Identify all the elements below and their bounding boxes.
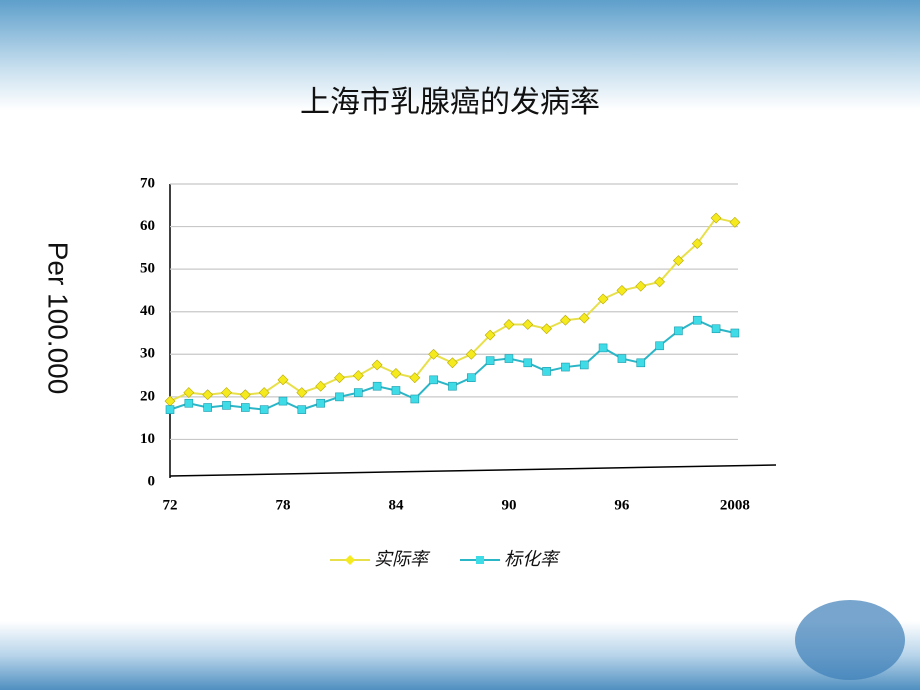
- marker: [691, 238, 703, 250]
- marker: [730, 328, 740, 338]
- y-tick-label: 70: [140, 175, 155, 191]
- marker: [202, 389, 214, 401]
- globe-decoration: [795, 600, 905, 680]
- marker: [429, 375, 438, 385]
- y-tick-label: 10: [140, 431, 155, 447]
- marker: [277, 374, 289, 386]
- marker: [465, 348, 477, 360]
- marker: [183, 387, 195, 399]
- marker: [390, 368, 402, 379]
- marker: [391, 386, 401, 395]
- marker: [485, 356, 495, 365]
- y-axis-label: Per 100.000: [43, 242, 74, 395]
- marker: [672, 255, 684, 267]
- marker: [729, 216, 741, 228]
- marker: [711, 324, 721, 334]
- marker: [315, 380, 327, 392]
- marker: [617, 354, 627, 363]
- marker: [597, 293, 609, 305]
- legend-label: 标化率: [504, 549, 561, 570]
- legend-marker: [476, 556, 484, 564]
- marker: [241, 403, 250, 412]
- marker: [334, 372, 345, 384]
- legend-label: 实际率: [374, 549, 431, 570]
- marker: [635, 280, 647, 292]
- marker: [222, 401, 231, 410]
- marker: [692, 315, 702, 325]
- marker: [297, 405, 307, 414]
- y-tick-label: 60: [140, 218, 155, 234]
- marker: [504, 354, 514, 363]
- marker: [484, 329, 496, 341]
- marker: [371, 359, 383, 371]
- marker: [616, 285, 628, 296]
- x-tick-label: 96: [614, 497, 630, 513]
- y-tick-label: 50: [140, 261, 155, 277]
- marker: [579, 360, 589, 370]
- marker: [296, 387, 308, 399]
- marker: [710, 212, 722, 224]
- marker: [541, 323, 553, 335]
- chart-title: 上海市乳腺癌的发病率: [300, 85, 600, 120]
- marker: [655, 341, 664, 351]
- marker: [466, 373, 476, 383]
- marker: [561, 362, 570, 372]
- y-tick-label: 30: [140, 346, 155, 362]
- y-tick-label: 0: [148, 473, 156, 489]
- marker: [259, 405, 269, 414]
- marker: [636, 358, 646, 368]
- y-tick-label: 40: [140, 303, 155, 319]
- marker: [447, 357, 458, 369]
- marker: [503, 319, 515, 330]
- marker: [674, 326, 683, 336]
- x-tick-label: 78: [275, 497, 290, 513]
- marker: [578, 312, 590, 324]
- marker: [278, 396, 288, 406]
- legend-marker: [345, 555, 355, 565]
- marker: [165, 405, 175, 414]
- x-tick-label: 2008: [720, 497, 750, 513]
- marker: [410, 394, 420, 404]
- marker: [542, 367, 551, 376]
- marker: [184, 398, 194, 408]
- y-tick-label: 20: [140, 388, 155, 404]
- marker: [258, 387, 270, 399]
- marker: [372, 381, 382, 391]
- marker: [654, 276, 666, 288]
- marker: [428, 348, 440, 360]
- marker: [335, 392, 344, 402]
- x-tick-label: 90: [501, 497, 516, 513]
- marker: [353, 388, 363, 397]
- marker: [203, 403, 212, 412]
- x-axis: [169, 464, 777, 477]
- marker: [523, 358, 533, 368]
- marker: [560, 314, 571, 326]
- x-tick-label: 84: [388, 497, 404, 513]
- marker: [448, 381, 457, 391]
- marker: [522, 319, 534, 330]
- marker: [316, 398, 325, 408]
- marker: [221, 387, 232, 399]
- x-tick-label: 72: [163, 497, 178, 513]
- marker: [352, 370, 364, 381]
- marker: [239, 389, 251, 401]
- marker: [598, 343, 608, 353]
- marker: [409, 372, 421, 384]
